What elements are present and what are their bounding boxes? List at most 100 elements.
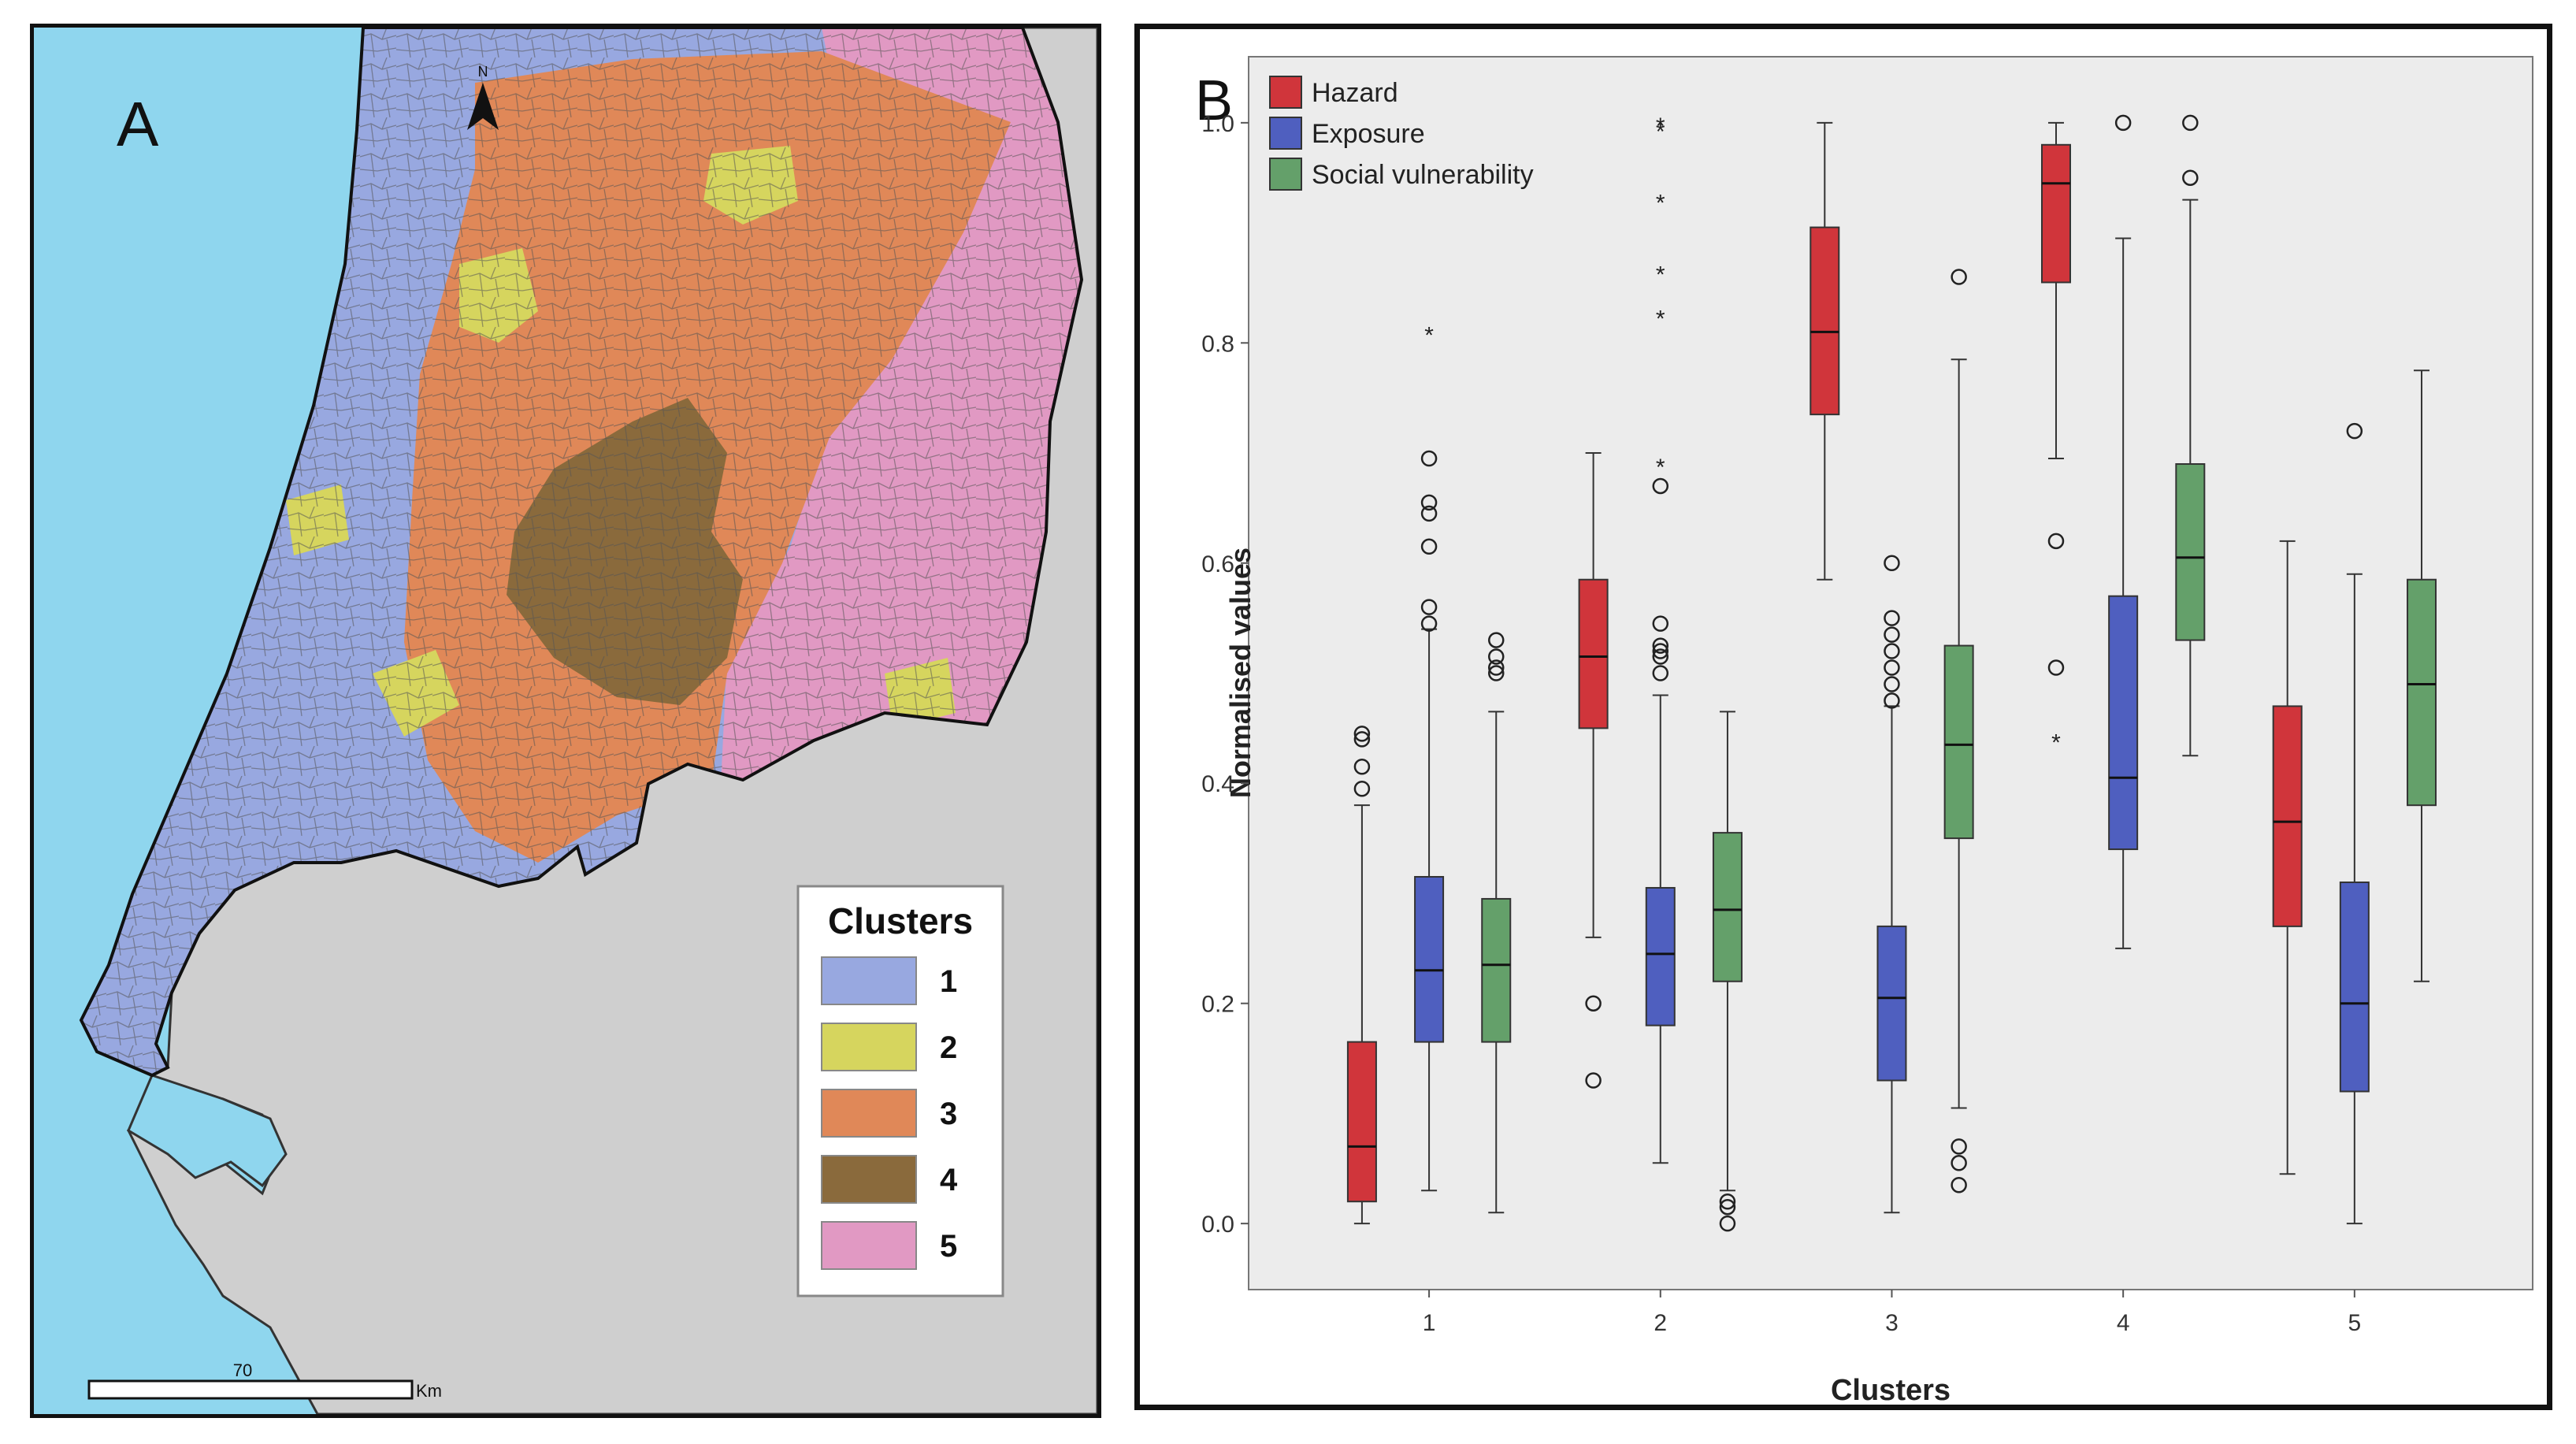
box-hazard-cluster-5	[2272, 540, 2303, 1175]
map-legend: Clusters 1 2 3 4 5	[796, 885, 1004, 1297]
outlier-point	[1420, 450, 1438, 467]
outlier-point	[2114, 114, 2132, 132]
box-social-vulnerability-cluster-1	[1481, 632, 1512, 1214]
y-axis-label: Normalised values	[1224, 548, 1256, 798]
outlier-point	[1652, 643, 1669, 659]
north-label: N	[478, 64, 488, 80]
box-iqr	[2175, 463, 2206, 641]
legend-label-3: 3	[940, 1097, 957, 1131]
y-tick-label: 0.8	[1201, 331, 1234, 357]
outlier-point	[1652, 615, 1669, 632]
y-tick-label: 0.2	[1201, 992, 1234, 1018]
box-iqr	[2339, 881, 2370, 1093]
legend-title: Clusters	[828, 900, 973, 941]
box-social-vulnerability-cluster-3	[1943, 269, 1974, 1193]
y-tick-label: 1.0	[1201, 111, 1234, 137]
legend-swatch-3	[821, 1089, 917, 1138]
box-iqr	[1943, 644, 1974, 840]
extreme-point: *	[1656, 113, 1665, 139]
box-iqr	[1712, 832, 1743, 982]
x-tick-label: 5	[2348, 1310, 2362, 1336]
outlier-point	[1951, 1177, 1967, 1193]
outlier-point	[1719, 1193, 1736, 1210]
box-hazard-cluster-4: *	[2040, 121, 2071, 755]
outlier-point	[1951, 1138, 1967, 1155]
box-exposure-cluster-3	[1876, 555, 1907, 1214]
extreme-point: *	[1656, 262, 1665, 288]
outlier-point	[1488, 648, 1505, 665]
outlier-point	[1420, 505, 1438, 522]
box-social-vulnerability-cluster-2	[1712, 711, 1743, 1232]
outlier-point	[2047, 533, 2065, 550]
outlier-point	[1652, 477, 1669, 495]
box-iqr	[1346, 1041, 1377, 1203]
legend-swatch-social-vulnerability	[1269, 158, 1302, 191]
y-tick-label: 0.6	[1201, 551, 1234, 577]
outlier-point	[2047, 659, 2065, 676]
outlier-point	[1884, 643, 1900, 659]
box-iqr	[2272, 705, 2303, 927]
extreme-point: *	[1656, 306, 1665, 332]
box-hazard-cluster-3	[1810, 121, 1840, 581]
extreme-point: *	[1656, 191, 1665, 217]
box-hazard-cluster-2	[1578, 452, 1609, 1089]
box-iqr	[2108, 595, 2139, 851]
estuary	[127, 1074, 288, 1188]
legend-label-1: 1	[940, 964, 957, 999]
box-exposure-cluster-2: ******	[1645, 113, 1676, 1164]
panel-letter-b: B	[1195, 69, 1233, 132]
outlier-point	[1884, 555, 1900, 572]
box-iqr	[1810, 226, 1840, 416]
outlier-point	[1420, 494, 1438, 511]
outlier-point	[1884, 626, 1900, 643]
outlier-point	[1488, 665, 1505, 681]
x-tick-label: 2	[1654, 1310, 1667, 1336]
extreme-point: *	[2051, 729, 2061, 755]
plot-area	[1248, 56, 2533, 1290]
outlier-point	[1884, 692, 1900, 709]
legend-swatch-5	[821, 1221, 917, 1270]
panel-letter-a: A	[117, 89, 159, 159]
legend-swatch-4	[821, 1155, 917, 1204]
outlier-point	[1353, 726, 1371, 742]
legend-swatch-2	[821, 1023, 917, 1071]
box-hazard-cluster-1	[1346, 726, 1377, 1225]
outlier-point	[1884, 659, 1900, 676]
outlier-point	[1353, 731, 1371, 748]
legend-label-5: 5	[940, 1229, 957, 1264]
box-exposure-cluster-5	[2339, 422, 2370, 1225]
box-iqr	[1578, 578, 1609, 729]
extreme-point: *	[1656, 455, 1665, 481]
outlier-point	[1884, 676, 1900, 692]
scale-bar: 70 Km	[87, 1360, 442, 1401]
outlier-point	[2346, 422, 2363, 440]
box-iqr	[1481, 897, 1512, 1043]
scale-unit: Km	[416, 1381, 442, 1401]
outlier-point	[1719, 1198, 1736, 1216]
outlier-point	[1488, 659, 1505, 676]
y-tick-label: 0.4	[1201, 771, 1234, 797]
outlier-point	[1420, 538, 1438, 555]
box-iqr	[2040, 143, 2071, 284]
extreme-point: *	[1656, 119, 1665, 145]
chart-panel: B Clusters Normalised values 0.0 0.2 0.4 0.…	[1134, 24, 2552, 1410]
legend-label-exposure: Exposure	[1312, 119, 1425, 149]
outlier-point	[1884, 610, 1900, 626]
outlier-point	[1585, 995, 1602, 1012]
outlier-point	[1420, 599, 1438, 615]
x-tick-label: 1	[1423, 1310, 1436, 1336]
x-tick-label: 4	[2117, 1310, 2130, 1336]
outlier-point	[1353, 759, 1371, 775]
outlier-point	[1652, 665, 1669, 681]
box-social-vulnerability-cluster-4	[2175, 114, 2206, 757]
box-iqr	[1645, 886, 1676, 1026]
legend-swatch-1	[821, 956, 917, 1005]
x-axis-label: Clusters	[1831, 1374, 1951, 1405]
legend-label-social-vulnerability: Social vulnerability	[1312, 160, 1534, 190]
outlier-point	[1719, 1215, 1736, 1232]
outlier-point	[1951, 269, 1967, 285]
box-exposure-cluster-1: *	[1414, 322, 1445, 1192]
box-iqr	[2407, 578, 2437, 807]
extreme-point: *	[1424, 322, 1434, 348]
boxplot-chart: B Clusters Normalised values 0.0 0.2 0.4 0.…	[1195, 56, 2533, 1405]
